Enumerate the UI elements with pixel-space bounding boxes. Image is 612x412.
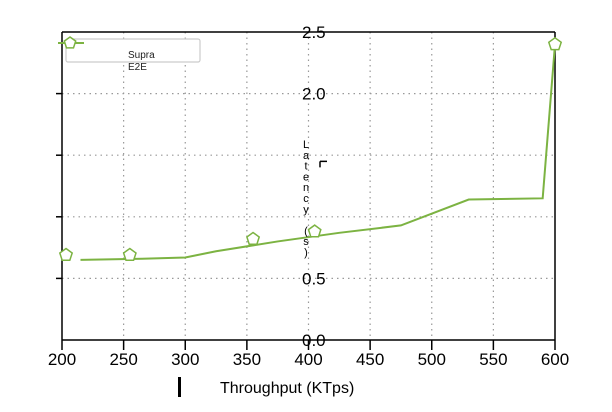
x-tick-label: 500 xyxy=(418,350,446,369)
y-axis-title-char: y xyxy=(303,204,309,216)
tick-labels: 200 250 300 350 400 450 500 550 600 0.0 0.5 2.0 2.5 xyxy=(48,23,569,369)
y-axis-title-char: n xyxy=(303,182,309,194)
series-point-e2e xyxy=(307,224,322,238)
x-tick-label: 550 xyxy=(479,350,507,369)
legend-box xyxy=(65,38,201,63)
y-axis-title-char: ) xyxy=(304,247,308,259)
y-tick-label: 0.0 xyxy=(302,331,326,350)
x-tick-label: 300 xyxy=(171,350,199,369)
y-axis-title-char: t xyxy=(304,161,307,173)
x-tick-label: 350 xyxy=(233,350,261,369)
series-point-e2e xyxy=(122,247,137,262)
series-layer xyxy=(80,44,556,261)
x-tick-label: 200 xyxy=(48,350,76,369)
y-axis-title-char: ( xyxy=(304,225,308,237)
legend-entry-supra: Supra xyxy=(128,50,155,61)
x-axis-title: Throughput (KTps) xyxy=(220,380,354,397)
y-axis-title-char: L xyxy=(303,139,309,151)
y-tick-label: 2.0 xyxy=(302,85,326,104)
y-axis-title-char: s xyxy=(303,236,309,248)
x-tick-label: 450 xyxy=(356,350,384,369)
marker-layer xyxy=(58,36,563,262)
legend: Supra E2E xyxy=(58,36,201,73)
x-tick-label: 400 xyxy=(294,350,322,369)
axis-marker xyxy=(178,377,181,397)
y-tick-label: 0.5 xyxy=(302,269,326,288)
y-axis-title-char: a xyxy=(303,150,310,162)
y-axis-title-char: c xyxy=(303,193,309,205)
x-tick-label: 250 xyxy=(109,350,137,369)
series-point-e2e xyxy=(547,36,563,51)
legend-entry-e2e: E2E xyxy=(128,62,147,73)
grid xyxy=(62,32,555,340)
x-tick-label: 600 xyxy=(541,350,569,369)
series-line-supra xyxy=(80,44,556,261)
y-tick-label: 2.5 xyxy=(302,23,326,42)
series-point-e2e xyxy=(246,231,261,245)
legend-swatch-e2e xyxy=(63,36,77,49)
series-point-e2e xyxy=(58,247,74,262)
axes xyxy=(56,31,556,397)
y-axis-title-char: e xyxy=(303,171,309,183)
